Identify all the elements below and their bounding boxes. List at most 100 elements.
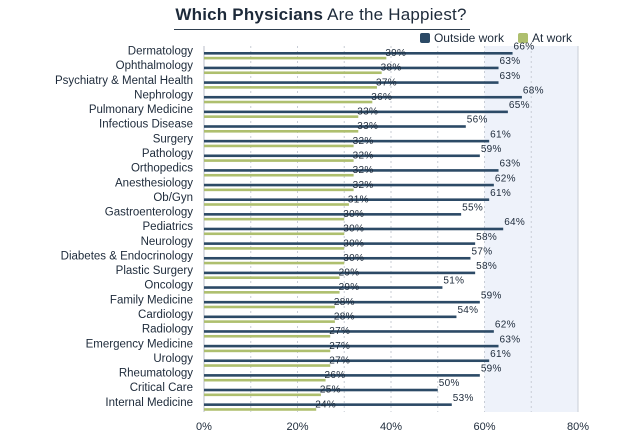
- category-label: Infectious Disease: [99, 119, 193, 131]
- value-label-at-work: 29%: [339, 282, 360, 293]
- value-label-outside-work: 57%: [471, 246, 492, 257]
- bar-outside-work: [204, 300, 480, 304]
- value-label-outside-work: 61%: [490, 129, 511, 140]
- legend-swatch-outside-work: [419, 33, 430, 43]
- chart-title: Which Physicians Are the Happiest?: [0, 5, 642, 25]
- category-label: Radiology: [142, 324, 193, 336]
- legend: Outside work At work: [419, 31, 572, 45]
- chart-title-bold: Which Physicians: [175, 5, 324, 24]
- bar-outside-work: [204, 286, 443, 289]
- bar-at-work: [204, 86, 377, 89]
- bar-outside-work: [204, 125, 466, 128]
- value-label-outside-work: 61%: [490, 349, 511, 360]
- x-tick-label: 60%: [473, 421, 495, 433]
- category-label: Rheumatology: [119, 368, 193, 380]
- legend-item-at-work: At work: [517, 31, 572, 45]
- value-label-outside-work: 58%: [476, 261, 497, 272]
- bar-outside-work: [204, 315, 457, 319]
- value-label-outside-work: 66%: [514, 42, 535, 53]
- value-label-at-work: 37%: [376, 77, 397, 88]
- bar-at-work: [204, 71, 382, 75]
- value-label-outside-work: 63%: [500, 334, 521, 345]
- value-label-outside-work: 65%: [509, 100, 530, 111]
- bar-outside-work: [204, 330, 494, 333]
- category-label: Ob/Gyn: [153, 192, 193, 204]
- category-label: Urology: [153, 353, 193, 365]
- bar-at-work: [204, 305, 335, 309]
- value-label-outside-work: 51%: [443, 276, 464, 287]
- bar-outside-work: [204, 139, 490, 143]
- bar-outside-work: [204, 183, 494, 187]
- value-label-at-work: 30%: [343, 209, 364, 220]
- bar-at-work: [204, 217, 345, 221]
- value-label-at-work: 27%: [329, 341, 350, 352]
- value-label-outside-work: 54%: [457, 305, 478, 316]
- bar-outside-work: [204, 388, 438, 392]
- value-label-outside-work: 62%: [495, 173, 516, 184]
- bar-at-work: [204, 349, 331, 353]
- legend-label-outside-work: Outside work: [433, 31, 504, 45]
- value-label-at-work: 36%: [371, 92, 392, 103]
- value-label-at-work: 24%: [315, 399, 336, 410]
- value-label-outside-work: 59%: [481, 144, 502, 155]
- value-label-at-work: 31%: [348, 194, 369, 205]
- chart-title-rest: Are the Happiest?: [323, 5, 467, 24]
- bar-at-work: [204, 173, 354, 177]
- legend-item-outside-work: Outside work: [419, 31, 504, 45]
- bar-outside-work: [204, 110, 508, 114]
- category-label: Diabetes & Endocrinology: [61, 250, 194, 262]
- bar-at-work: [204, 188, 354, 192]
- bar-outside-work: [204, 52, 513, 55]
- bar-outside-work: [204, 271, 476, 275]
- bar-at-work: [204, 130, 359, 133]
- bar-outside-work: [204, 198, 490, 201]
- bar-at-work: [204, 276, 340, 279]
- category-label: Pathology: [142, 148, 193, 160]
- category-label: Pulmonary Medicine: [89, 104, 193, 116]
- value-label-outside-work: 53%: [453, 393, 474, 404]
- bar-outside-work: [204, 227, 504, 231]
- value-label-at-work: 39%: [385, 48, 406, 59]
- category-label: Oncology: [144, 280, 193, 292]
- value-label-outside-work: 58%: [476, 232, 497, 243]
- value-label-outside-work: 64%: [504, 217, 525, 228]
- bar-outside-work: [204, 242, 476, 245]
- category-label: Pediatrics: [143, 221, 194, 233]
- value-label-at-work: 30%: [343, 224, 364, 235]
- bar-at-work: [204, 144, 354, 148]
- bar-outside-work: [204, 374, 480, 377]
- bar-outside-work: [204, 154, 480, 158]
- bar-at-work: [204, 159, 354, 162]
- category-label: Surgery: [153, 133, 194, 145]
- value-label-at-work: 27%: [329, 355, 350, 366]
- value-label-at-work: 38%: [381, 63, 402, 74]
- value-label-at-work: 30%: [343, 253, 364, 264]
- value-label-outside-work: 59%: [481, 364, 502, 375]
- bar-outside-work: [204, 359, 490, 363]
- category-label: Family Medicine: [110, 294, 193, 306]
- value-label-at-work: 30%: [343, 238, 364, 249]
- bar-outside-work: [204, 66, 499, 70]
- value-label-at-work: 27%: [329, 326, 350, 337]
- category-label: Neurology: [141, 236, 194, 248]
- value-label-outside-work: 63%: [500, 56, 521, 67]
- bar-at-work: [204, 378, 326, 382]
- bar-at-work: [204, 364, 331, 367]
- x-tick-label: 80%: [567, 421, 589, 433]
- bar-at-work: [204, 261, 345, 265]
- category-label: Dermatology: [128, 46, 193, 58]
- bar-outside-work: [204, 81, 499, 84]
- category-label: Cardiology: [138, 309, 193, 321]
- value-label-at-work: 32%: [353, 150, 374, 161]
- category-label: Orthopedics: [131, 163, 193, 175]
- bar-outside-work: [204, 169, 499, 172]
- value-label-at-work: 32%: [353, 180, 374, 191]
- value-label-at-work: 28%: [334, 312, 355, 323]
- legend-swatch-at-work: [517, 33, 528, 43]
- category-label: Gastroenterology: [105, 207, 193, 219]
- category-label: Ophthalmology: [116, 60, 194, 72]
- x-tick-label: 40%: [380, 421, 402, 433]
- bar-outside-work: [204, 344, 499, 348]
- value-label-at-work: 32%: [353, 136, 374, 147]
- bar-at-work: [204, 393, 321, 397]
